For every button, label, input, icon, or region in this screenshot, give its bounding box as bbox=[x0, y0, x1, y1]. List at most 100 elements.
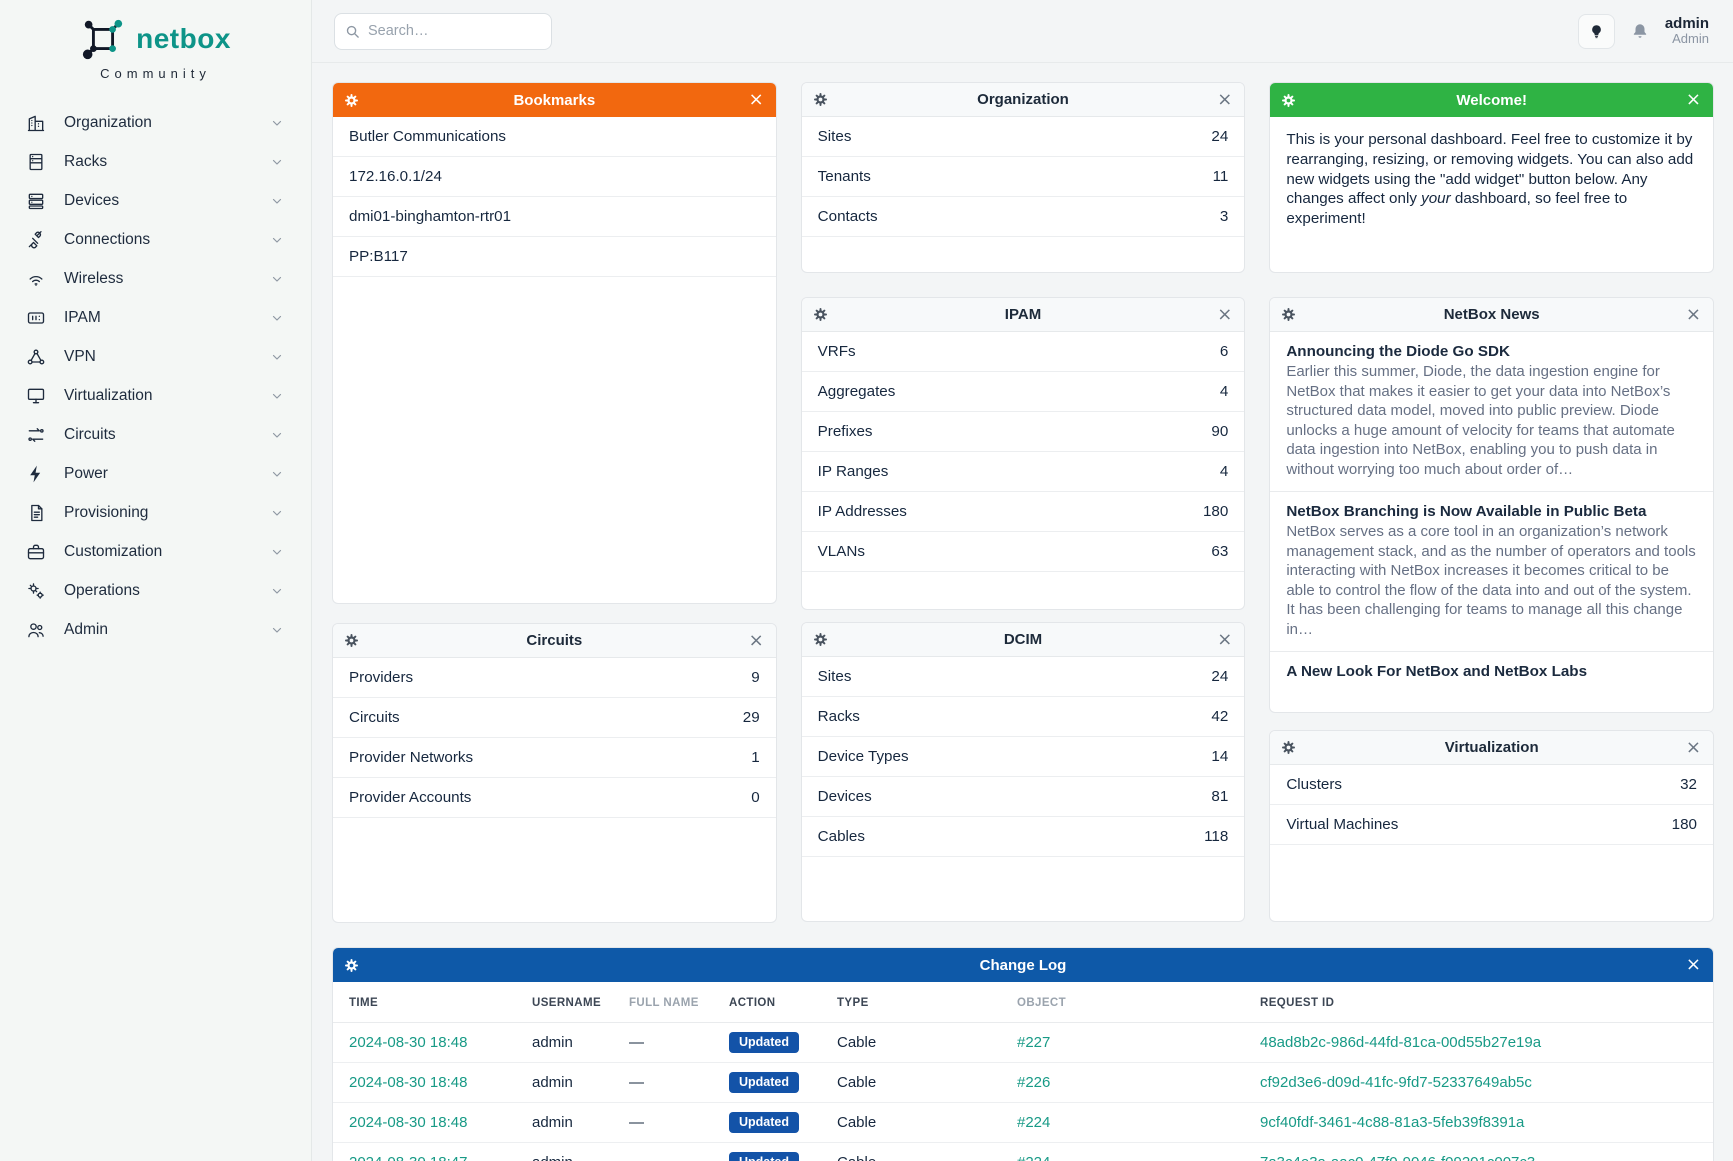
stat-value[interactable]: 11 bbox=[1212, 168, 1229, 185]
sidebar-item-virtualization[interactable]: Virtualization bbox=[0, 376, 311, 415]
sidebar-item-power[interactable]: Power bbox=[0, 454, 311, 493]
close-icon[interactable]: × bbox=[748, 89, 764, 110]
user-menu[interactable]: admin Admin bbox=[1665, 15, 1709, 47]
column-header[interactable]: Username bbox=[522, 982, 619, 1023]
bookmark-item[interactable]: dmi01-binghamton-rtr01 bbox=[333, 197, 776, 237]
sidebar-item-circuits[interactable]: Circuits bbox=[0, 415, 311, 454]
stat-label[interactable]: Provider Networks bbox=[349, 749, 474, 766]
close-icon[interactable]: × bbox=[1217, 303, 1233, 325]
stat-value[interactable]: 4 bbox=[1219, 383, 1229, 400]
widget-config-icon[interactable] bbox=[1282, 308, 1296, 321]
bookmark-item[interactable]: Butler Communications bbox=[333, 117, 776, 157]
stat-label[interactable]: Providers bbox=[349, 669, 414, 686]
column-header[interactable]: Request ID bbox=[1250, 982, 1713, 1023]
bookmark-item[interactable]: 172.16.0.1/24 bbox=[333, 157, 776, 197]
close-icon[interactable]: × bbox=[1685, 954, 1701, 975]
news-item-title[interactable]: NetBox Branching is Now Available in Pub… bbox=[1286, 503, 1647, 520]
bookmark-item[interactable]: PP:B117 bbox=[333, 237, 776, 277]
stat-value[interactable]: 32 bbox=[1680, 776, 1697, 793]
column-header[interactable]: Time bbox=[333, 982, 522, 1023]
stat-value[interactable]: 180 bbox=[1671, 816, 1697, 833]
stat-label[interactable]: Cables bbox=[817, 828, 865, 845]
changelog-request-id-link[interactable]: 7a3c4e3a-aac0-47f0-9046-f09201c007c3 bbox=[1260, 1154, 1535, 1161]
stat-label[interactable]: Sites bbox=[817, 128, 852, 145]
widget-config-icon[interactable] bbox=[813, 93, 827, 106]
sidebar-item-operations[interactable]: Operations bbox=[0, 571, 311, 610]
stat-label[interactable]: Prefixes bbox=[817, 423, 873, 440]
stat-value[interactable]: 90 bbox=[1211, 423, 1229, 440]
stat-value[interactable]: 63 bbox=[1211, 543, 1229, 560]
stat-label[interactable]: Provider Accounts bbox=[349, 789, 472, 806]
sidebar-item-wireless[interactable]: Wireless bbox=[0, 259, 311, 298]
search-box[interactable] bbox=[334, 12, 552, 50]
theme-toggle-button[interactable] bbox=[1577, 13, 1615, 49]
stat-label[interactable]: IP Addresses bbox=[817, 503, 907, 520]
changelog-request-id-link[interactable]: 48ad8b2c-986d-44fd-81ca-00d55b27e19a bbox=[1260, 1034, 1542, 1051]
sidebar-item-admin[interactable]: Admin bbox=[0, 610, 311, 649]
sidebar-item-customization[interactable]: Customization bbox=[0, 532, 311, 571]
stat-label[interactable]: Devices bbox=[817, 788, 872, 805]
column-header[interactable]: Action bbox=[719, 982, 827, 1023]
changelog-object-link[interactable]: #226 bbox=[1017, 1074, 1051, 1091]
stat-value[interactable]: 1 bbox=[751, 749, 760, 766]
stat-label[interactable]: Contacts bbox=[817, 208, 878, 225]
changelog-request-id-link[interactable]: cf92d3e6-d09d-41fc-9fd7-52337649ab5c bbox=[1260, 1074, 1532, 1091]
sidebar-item-devices[interactable]: Devices bbox=[0, 181, 311, 220]
stat-label[interactable]: Circuits bbox=[349, 709, 400, 726]
stat-value[interactable]: 24 bbox=[1211, 128, 1229, 145]
close-icon[interactable]: × bbox=[1685, 89, 1701, 110]
column-header[interactable]: Type bbox=[827, 982, 1007, 1023]
changelog-time-link[interactable]: 2024-08-30 18:48 bbox=[349, 1074, 468, 1091]
sidebar-item-racks[interactable]: Racks bbox=[0, 142, 311, 181]
stat-value[interactable]: 42 bbox=[1211, 708, 1229, 725]
stat-value[interactable]: 81 bbox=[1211, 788, 1229, 805]
stat-value[interactable]: 180 bbox=[1202, 503, 1229, 520]
widget-config-icon[interactable] bbox=[1282, 93, 1296, 107]
stat-value[interactable]: 6 bbox=[1219, 343, 1229, 360]
news-item-title[interactable]: Announcing the Diode Go SDK bbox=[1286, 343, 1510, 360]
stat-label[interactable]: Aggregates bbox=[817, 383, 896, 400]
sidebar-item-ipam[interactable]: IPAM bbox=[0, 298, 311, 337]
sidebar-item-vpn[interactable]: VPN bbox=[0, 337, 311, 376]
changelog-time-link[interactable]: 2024-08-30 18:48 bbox=[349, 1114, 468, 1131]
stat-value[interactable]: 4 bbox=[1219, 463, 1229, 480]
stat-value[interactable]: 0 bbox=[751, 789, 760, 806]
widget-config-icon[interactable] bbox=[1282, 741, 1296, 754]
stat-label[interactable]: Device Types bbox=[817, 748, 909, 765]
stat-label[interactable]: Tenants bbox=[817, 168, 871, 185]
widget-config-icon[interactable] bbox=[345, 634, 358, 647]
stat-value[interactable]: 3 bbox=[1219, 208, 1229, 225]
close-icon[interactable]: × bbox=[748, 629, 764, 651]
close-icon[interactable]: × bbox=[1217, 628, 1233, 650]
widget-config-icon[interactable] bbox=[813, 308, 827, 321]
changelog-request-id-link[interactable]: 9cf40fdf-3461-4c88-81a3-5feb39f8391a bbox=[1260, 1114, 1525, 1131]
stat-label[interactable]: IP Ranges bbox=[817, 463, 889, 480]
stat-value[interactable]: 14 bbox=[1211, 748, 1229, 765]
close-icon[interactable]: × bbox=[1685, 736, 1701, 758]
stat-value[interactable]: 29 bbox=[742, 709, 760, 726]
sidebar-item-provisioning[interactable]: Provisioning bbox=[0, 493, 311, 532]
changelog-time-link[interactable]: 2024-08-30 18:47 bbox=[349, 1154, 467, 1161]
search-input[interactable] bbox=[368, 23, 541, 39]
notifications-bell-icon[interactable] bbox=[1631, 22, 1649, 40]
stat-value[interactable]: 118 bbox=[1204, 828, 1229, 845]
changelog-object-link[interactable]: #227 bbox=[1017, 1034, 1051, 1051]
stat-label[interactable]: Virtual Machines bbox=[1286, 816, 1399, 833]
stat-label[interactable]: Sites bbox=[817, 668, 852, 685]
sidebar-item-organization[interactable]: Organization bbox=[0, 103, 311, 142]
close-icon[interactable]: × bbox=[1217, 88, 1233, 110]
widget-config-icon[interactable] bbox=[345, 93, 358, 107]
stat-value[interactable]: 9 bbox=[751, 669, 760, 686]
news-item-title[interactable]: A New Look For NetBox and NetBox Labs bbox=[1286, 663, 1588, 680]
stat-label[interactable]: Racks bbox=[817, 708, 860, 725]
changelog-object-link[interactable]: #224 bbox=[1017, 1114, 1051, 1131]
close-icon[interactable]: × bbox=[1685, 303, 1701, 325]
stat-value[interactable]: 24 bbox=[1211, 668, 1229, 685]
widget-config-icon[interactable] bbox=[345, 958, 358, 972]
sidebar-item-connections[interactable]: Connections bbox=[0, 220, 311, 259]
widget-config-icon[interactable] bbox=[813, 633, 827, 646]
stat-label[interactable]: Clusters bbox=[1286, 776, 1343, 793]
stat-label[interactable]: VRFs bbox=[817, 343, 856, 360]
stat-label[interactable]: VLANs bbox=[817, 543, 865, 560]
changelog-time-link[interactable]: 2024-08-30 18:48 bbox=[349, 1034, 468, 1051]
